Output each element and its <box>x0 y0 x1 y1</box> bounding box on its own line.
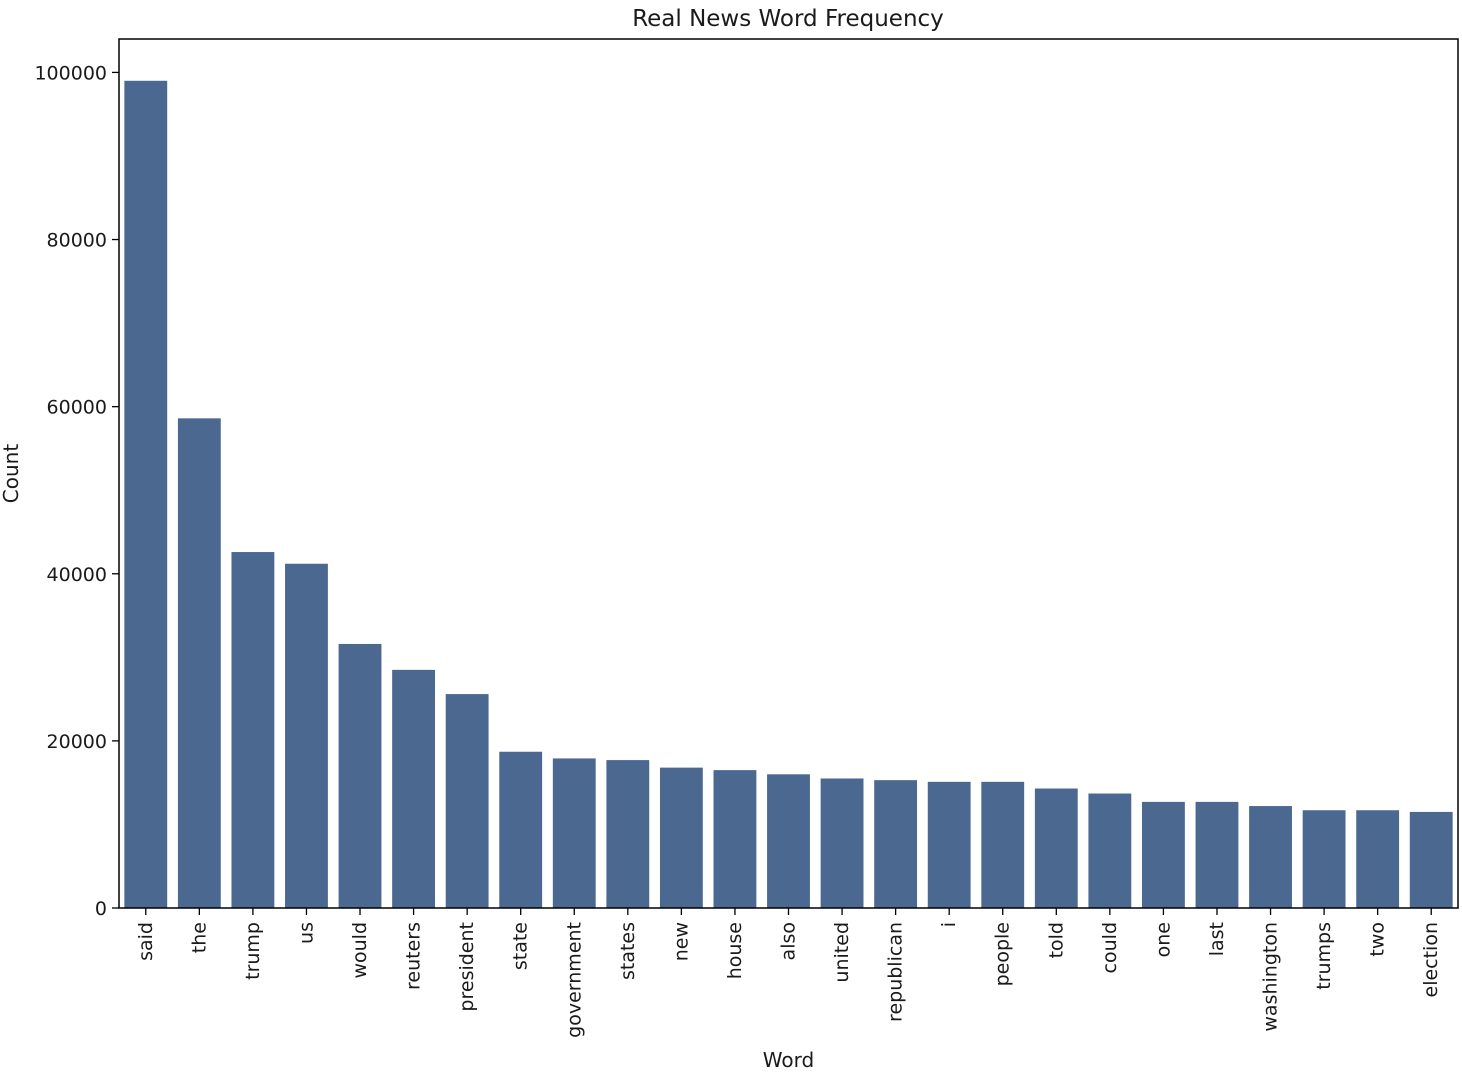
x-tick-label-washington: washington <box>1260 922 1282 1032</box>
x-tick-label-last: last <box>1206 922 1228 956</box>
x-tick-label-house: house <box>724 922 746 979</box>
x-tick-label-us: us <box>295 922 317 944</box>
x-tick-label-told: told <box>1045 922 1067 958</box>
bar-republican <box>874 780 918 908</box>
bars-layer <box>124 80 1453 908</box>
y-tick-label: 20000 <box>47 731 107 753</box>
bar-i <box>927 781 971 908</box>
bar-could <box>1088 793 1132 908</box>
y-axis-ticks: 0 20000 40000 60000 80000 100000 <box>34 62 119 920</box>
bar-also <box>767 774 810 908</box>
bar-people <box>981 781 1025 908</box>
x-tick-label-i: i <box>938 922 960 927</box>
bar-washington <box>1249 806 1292 908</box>
bar-state <box>499 751 543 908</box>
bar-told <box>1034 788 1078 908</box>
bar-two <box>1356 810 1400 908</box>
bar-states <box>606 760 650 908</box>
x-tick-label-republican: republican <box>885 922 907 1022</box>
x-tick-label-said: said <box>135 922 157 961</box>
bar-trumps <box>1302 810 1346 908</box>
y-tick-label: 60000 <box>47 397 107 419</box>
x-tick-label-the: the <box>188 922 210 953</box>
chart-title: Real News Word Frequency <box>632 6 944 32</box>
x-tick-label-people: people <box>992 922 1014 986</box>
x-tick-label-two: two <box>1367 922 1389 957</box>
x-tick-label-also: also <box>778 922 800 960</box>
bar-us <box>285 563 328 908</box>
x-tick-label-would: would <box>349 922 371 979</box>
bar-new <box>659 767 703 908</box>
x-tick-label-one: one <box>1152 922 1174 957</box>
plot-frame <box>118 38 1459 909</box>
x-tick-label-election: election <box>1420 922 1442 998</box>
bar-trump <box>231 552 275 908</box>
x-tick-label-state: state <box>510 922 532 970</box>
y-tick-label: 80000 <box>47 230 107 252</box>
x-tick-label-government: government <box>563 922 585 1038</box>
y-tick-label: 100000 <box>34 62 107 84</box>
x-tick-label-new: new <box>670 922 692 961</box>
bar-would <box>338 643 382 908</box>
x-tick-label-states: states <box>617 922 639 980</box>
bar-president <box>445 694 489 908</box>
y-axis-label: Count <box>0 444 23 504</box>
bar-reuters <box>392 669 436 908</box>
x-axis-ticks: said the trump us would reuters president state… <box>135 908 1442 1038</box>
x-axis-label: Word <box>763 1048 814 1072</box>
bar-one <box>1141 801 1185 908</box>
bar-united <box>820 778 864 908</box>
x-tick-label-trump: trump <box>242 922 264 980</box>
x-tick-label-president: president <box>456 922 478 1012</box>
bar-said <box>124 80 168 908</box>
x-tick-label-united: united <box>831 922 853 983</box>
bar-government <box>552 758 596 908</box>
y-tick-label: 0 <box>95 898 107 920</box>
x-tick-label-could: could <box>1099 922 1121 973</box>
x-tick-label-reuters: reuters <box>403 922 425 990</box>
bar-the <box>177 418 221 908</box>
bar-house <box>713 770 757 908</box>
y-tick-label: 40000 <box>47 564 107 586</box>
x-tick-label-trumps: trumps <box>1313 922 1335 990</box>
bar-election <box>1409 811 1453 908</box>
bar-last <box>1195 801 1239 908</box>
